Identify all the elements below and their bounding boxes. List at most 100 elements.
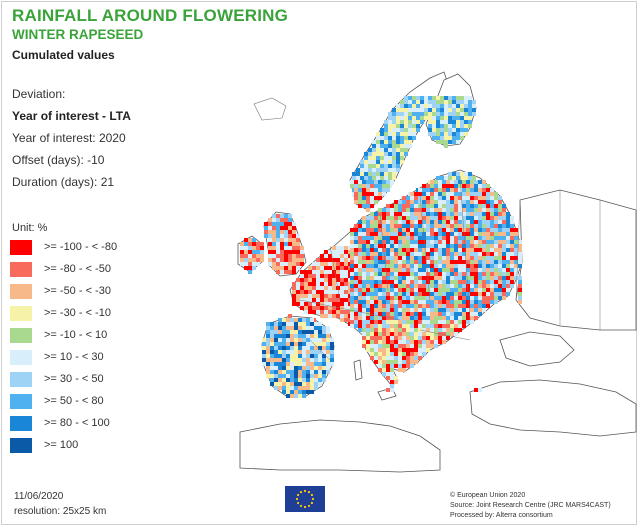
rainfall-cell: [394, 284, 398, 288]
rainfall-cell: [278, 326, 282, 330]
rainfall-cell: [270, 346, 274, 350]
rainfall-cell: [432, 124, 436, 128]
rainfall-cell: [336, 278, 340, 282]
rainfall-cell: [282, 370, 286, 374]
rainfall-cell: [358, 268, 362, 272]
rainfall-cell: [434, 296, 438, 300]
rainfall-cell: [430, 216, 434, 220]
rainfall-cell: [472, 100, 476, 104]
rainfall-cell: [340, 278, 344, 282]
rainfall-cell: [290, 334, 294, 338]
rainfall-cell: [422, 224, 426, 228]
rainfall-cell: [310, 370, 314, 374]
rainfall-cell: [332, 298, 336, 302]
rainfall-cell: [266, 374, 270, 378]
rainfall-cell: [430, 284, 434, 288]
rainfall-cell: [434, 288, 438, 292]
rainfall-cell: [278, 322, 282, 326]
legend-item: >= 30 - < 50: [10, 368, 117, 390]
rainfall-cell: [396, 112, 400, 116]
rainfall-cell: [322, 366, 326, 370]
rainfall-cell: [386, 292, 390, 296]
rainfall-cell: [312, 302, 316, 306]
rainfall-cell: [396, 140, 400, 144]
rainfall-cell: [362, 312, 366, 316]
rainfall-cell: [272, 242, 276, 246]
rainfall-cell: [340, 290, 344, 294]
rainfall-cell: [326, 350, 330, 354]
rainfall-cell: [412, 108, 416, 112]
rainfall-cell: [450, 236, 454, 240]
rainfall-cell: [406, 320, 410, 324]
rainfall-cell: [332, 282, 336, 286]
rainfall-cell: [498, 264, 502, 268]
rainfall-cell: [410, 364, 414, 368]
rainfall-cell: [446, 260, 450, 264]
rainfall-cell: [282, 374, 286, 378]
rainfall-cell: [408, 120, 412, 124]
rainfall-cell: [286, 358, 290, 362]
rainfall-cell: [470, 268, 474, 272]
rainfall-cell: [444, 112, 448, 116]
rainfall-cell: [252, 254, 256, 258]
rainfall-cell: [398, 260, 402, 264]
rainfall-cell: [280, 218, 284, 222]
rainfall-cell: [398, 244, 402, 248]
rainfall-cell: [366, 260, 370, 264]
rainfall-cell: [340, 318, 344, 322]
rainfall-cell: [374, 340, 378, 344]
rainfall-cell: [454, 244, 458, 248]
rainfall-cell: [442, 252, 446, 256]
rainfall-cell: [296, 242, 300, 246]
rainfall-cell: [434, 324, 438, 328]
rainfall-cell: [430, 232, 434, 236]
rainfall-cell: [486, 268, 490, 272]
rainfall-cell: [380, 148, 384, 152]
date-label: 11/06/2020: [14, 491, 64, 502]
rainfall-cell: [272, 262, 276, 266]
rainfall-cell: [310, 390, 314, 394]
rainfall-cell: [434, 332, 438, 336]
rainfall-cell: [326, 346, 330, 350]
rainfall-cell: [378, 284, 382, 288]
rainfall-cell: [466, 232, 470, 236]
rainfall-cell: [486, 264, 490, 268]
rainfall-cell: [406, 204, 410, 208]
legend-item: >= 10 - < 30: [10, 346, 117, 368]
rainfall-cell: [400, 120, 404, 124]
rainfall-cell: [390, 328, 394, 332]
rainfall-cell: [322, 358, 326, 362]
rainfall-cell: [460, 104, 464, 108]
rainfall-cell: [436, 132, 440, 136]
rainfall-cell: [302, 346, 306, 350]
rainfall-cell: [414, 200, 418, 204]
legend-item: >= 80 - < 100: [10, 412, 117, 434]
rainfall-cell: [344, 250, 348, 254]
rainfall-cell: [278, 350, 282, 354]
rainfall-cell: [402, 296, 406, 300]
rainfall-cell: [408, 132, 412, 136]
rainfall-cell: [364, 160, 368, 164]
rainfall-cell: [370, 272, 374, 276]
rainfall-cell: [326, 326, 330, 330]
rainfall-cell: [366, 336, 370, 340]
rainfall-cell: [394, 312, 398, 316]
rainfall-cell: [406, 332, 410, 336]
rainfall-cell: [358, 300, 362, 304]
rainfall-cell: [316, 306, 320, 310]
rainfall-cell: [460, 172, 464, 176]
rainfall-cell: [410, 360, 414, 364]
rainfall-cell: [474, 280, 478, 284]
rainfall-cell: [378, 280, 382, 284]
rainfall-cell: [462, 248, 466, 252]
rainfall-cell: [312, 270, 316, 274]
legend-label: >= 80 - < 100: [44, 417, 110, 429]
rainfall-cell: [274, 386, 278, 390]
rainfall-cell: [444, 104, 448, 108]
rainfall-cell: [394, 340, 398, 344]
rainfall-cell: [410, 312, 414, 316]
rainfall-cell: [370, 308, 374, 312]
rainfall-cell: [414, 208, 418, 212]
rainfall-cell: [436, 124, 440, 128]
rainfall-cell: [332, 302, 336, 306]
